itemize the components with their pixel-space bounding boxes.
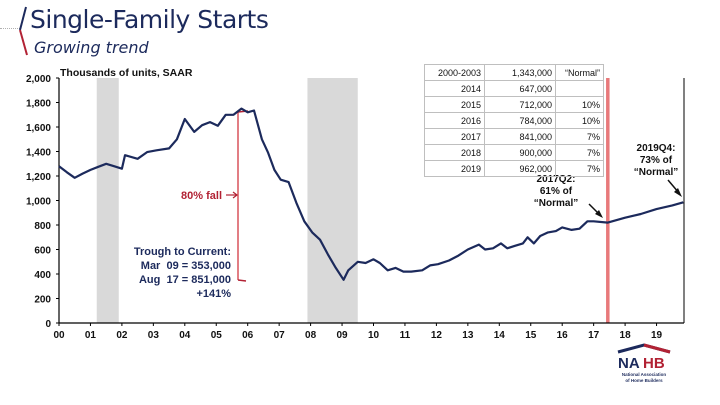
- table-cell: 10%: [555, 96, 604, 113]
- trough-line-4: +141%: [196, 288, 231, 300]
- y-tick-label: 1,200: [26, 172, 51, 183]
- q2-2017-line-3: “Normal”: [534, 198, 578, 209]
- q4-2019-arrow: [667, 179, 682, 197]
- table-cell: 2014: [424, 80, 485, 97]
- q4-2019-line-3: “Normal”: [634, 167, 678, 178]
- trough-line-2: Mar 09 = 353,000: [141, 260, 231, 272]
- table-cell: 2015: [424, 96, 485, 113]
- fall-annotation: 80% fall: [181, 190, 222, 202]
- x-tick-label: 14: [494, 330, 506, 341]
- table-cell: 2016: [424, 112, 485, 129]
- x-tick-label: 05: [211, 330, 223, 341]
- table-cell: 7%: [555, 144, 604, 161]
- table-cell: 841,000: [484, 128, 556, 145]
- table-row: 2018 900,000 7%: [424, 144, 604, 161]
- y-tick-label: 1,800: [26, 99, 51, 110]
- page-title: Single-Family Starts: [30, 5, 269, 34]
- x-tick-label: 00: [53, 330, 65, 341]
- x-tick-label: 18: [620, 330, 632, 341]
- y-tick-labels: 0 200 400 600 800 1,000 1,200 1,400 1,600 1,800 2,…: [26, 74, 51, 330]
- x-tick-label: 13: [462, 330, 474, 341]
- table-cell: 784,000: [484, 112, 556, 129]
- table-cell: 962,000: [484, 160, 556, 177]
- x-tick-label: 12: [431, 330, 443, 341]
- x-tick-label: 08: [305, 330, 317, 341]
- table-cell: 10%: [555, 112, 604, 129]
- series-line: [58, 107, 684, 281]
- table-cell: 2000-2003: [424, 64, 485, 81]
- table-cell: 900,000: [484, 144, 556, 161]
- y-tick-label: 800: [34, 221, 51, 232]
- table-cell: 712,000: [484, 96, 556, 113]
- dotted-rule: [0, 28, 20, 29]
- nahb-logo-graphic: NA HB National Association of Home Build…: [617, 343, 671, 383]
- table-cell: 647,000: [484, 80, 556, 97]
- table-cell: 2018: [424, 144, 485, 161]
- series-layer: [58, 107, 684, 281]
- logo-line-1: National Association: [622, 372, 667, 377]
- x-tick-label: 16: [557, 330, 569, 341]
- y-tick-label: 1,600: [26, 123, 51, 134]
- trough-line-3: Aug 17 = 851,000: [139, 274, 231, 286]
- x-tick-label: 07: [274, 330, 286, 341]
- y-tick-label: 400: [34, 270, 51, 281]
- y-tick-label: 200: [34, 295, 51, 306]
- x-tick-label: 17: [588, 330, 600, 341]
- table-cell: “Normal”: [555, 64, 604, 81]
- y-tick-label: 0: [45, 319, 51, 330]
- q2-2017-line-2: 61% of: [540, 186, 573, 197]
- x-tick-label: 04: [179, 330, 191, 341]
- recession-band: [96, 78, 119, 323]
- x-tick-label: 03: [148, 330, 160, 341]
- y-tick-label: 600: [34, 246, 51, 257]
- page-subtitle: Growing trend: [34, 38, 149, 57]
- table-row: 2016 784,000 10%: [424, 112, 604, 129]
- x-tick-label: 15: [525, 330, 537, 341]
- table-cell: 7%: [555, 128, 604, 145]
- y-tick-label: 1,400: [26, 148, 51, 159]
- x-tick-label: 19: [651, 330, 663, 341]
- table-cell: 1,343,000: [484, 64, 556, 81]
- y-tick-label: 2,000: [26, 74, 51, 85]
- recession-band: [307, 78, 358, 323]
- x-tick-label: 06: [242, 330, 254, 341]
- table-cell: [555, 80, 604, 97]
- q4-2019-line-1: 2019Q4:: [637, 143, 676, 154]
- trough-line-1: Trough to Current:: [134, 246, 231, 258]
- x-tick-label: 09: [336, 330, 348, 341]
- x-tick-label: 01: [85, 330, 97, 341]
- y-axis-label: Thousands of units, SAAR: [60, 67, 193, 79]
- axes: [56, 77, 685, 326]
- q2-2017-line-1: 2017Q2:: [537, 174, 576, 185]
- nahb-logo: NA HB National Association of Home Build…: [612, 343, 676, 389]
- recession-bands: [96, 78, 358, 323]
- q2-2017-arrow: [588, 203, 603, 218]
- table-cell: 2017: [424, 128, 485, 145]
- table-cell: 7%: [555, 160, 604, 177]
- normal-levels-table: 2000-2003 1,343,000 “Normal” 2014 647,000 201…: [424, 64, 604, 177]
- logo-line-2: of Home Builders: [625, 378, 663, 383]
- q4-2019-line-2: 73% of: [640, 155, 673, 166]
- x-tick-label: 02: [116, 330, 128, 341]
- title-accent-bracket: [19, 6, 28, 56]
- table-row: 2000-2003 1,343,000 “Normal”: [424, 64, 604, 81]
- y-tick-label: 1,000: [26, 197, 51, 208]
- table-row: 2017 841,000 7%: [424, 128, 604, 145]
- x-tick-labels: 00 01 02 03 04 05 06 07 08 09 10 11 12 13 14 15 16 17 18 19: [53, 330, 662, 341]
- table-row: 2015 712,000 10%: [424, 96, 604, 113]
- table-row: 2014 647,000: [424, 80, 604, 97]
- logo-text-na: NA: [618, 355, 640, 372]
- table-row: 2019 962,000 7%: [424, 160, 604, 177]
- x-tick-label: 10: [368, 330, 380, 341]
- logo-text-hb: HB: [643, 355, 665, 372]
- x-tick-label: 11: [400, 330, 411, 341]
- table-cell: 2019: [424, 160, 485, 177]
- title-area: Single-Family Starts Growing trend: [0, 0, 400, 60]
